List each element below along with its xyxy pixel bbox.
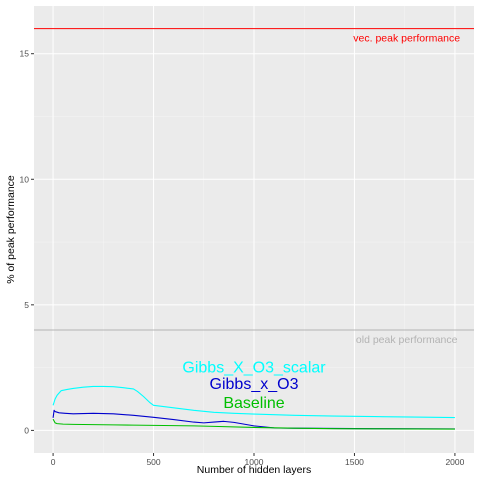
series-lines <box>52 385 455 430</box>
series-annotation: Gibbs_x_O3 <box>210 376 299 393</box>
x-tick-label: 1500 <box>345 457 364 467</box>
reference-lines: vec. peak performance old peak performanc… <box>34 28 474 346</box>
series-line <box>52 418 455 430</box>
axes: 0 500 1000 1500 2000 0 5 10 15 <box>20 49 465 467</box>
series-line <box>52 385 455 419</box>
y-tick-label: 15 <box>20 49 30 59</box>
y-tick-label: 10 <box>20 174 30 184</box>
x-tick-label: 0 <box>51 457 56 467</box>
x-tick-label: 1000 <box>245 457 264 467</box>
series-annotation: Baseline <box>223 395 284 412</box>
x-axis-title: Number of hidden layers <box>197 464 311 476</box>
series-annotation: Gibbs_X_O3_scalar <box>182 360 326 377</box>
reference-line-label: vec. peak performance <box>353 33 460 45</box>
x-tick-label: 2000 <box>445 457 464 467</box>
y-tick-label: 5 <box>24 300 29 310</box>
reference-line-label: old peak performance <box>356 334 458 346</box>
y-tick-label: 0 <box>24 425 29 435</box>
x-tick-label: 500 <box>146 457 160 467</box>
y-axis-title: % of peak performance <box>5 175 17 284</box>
grid-lines <box>34 6 474 453</box>
